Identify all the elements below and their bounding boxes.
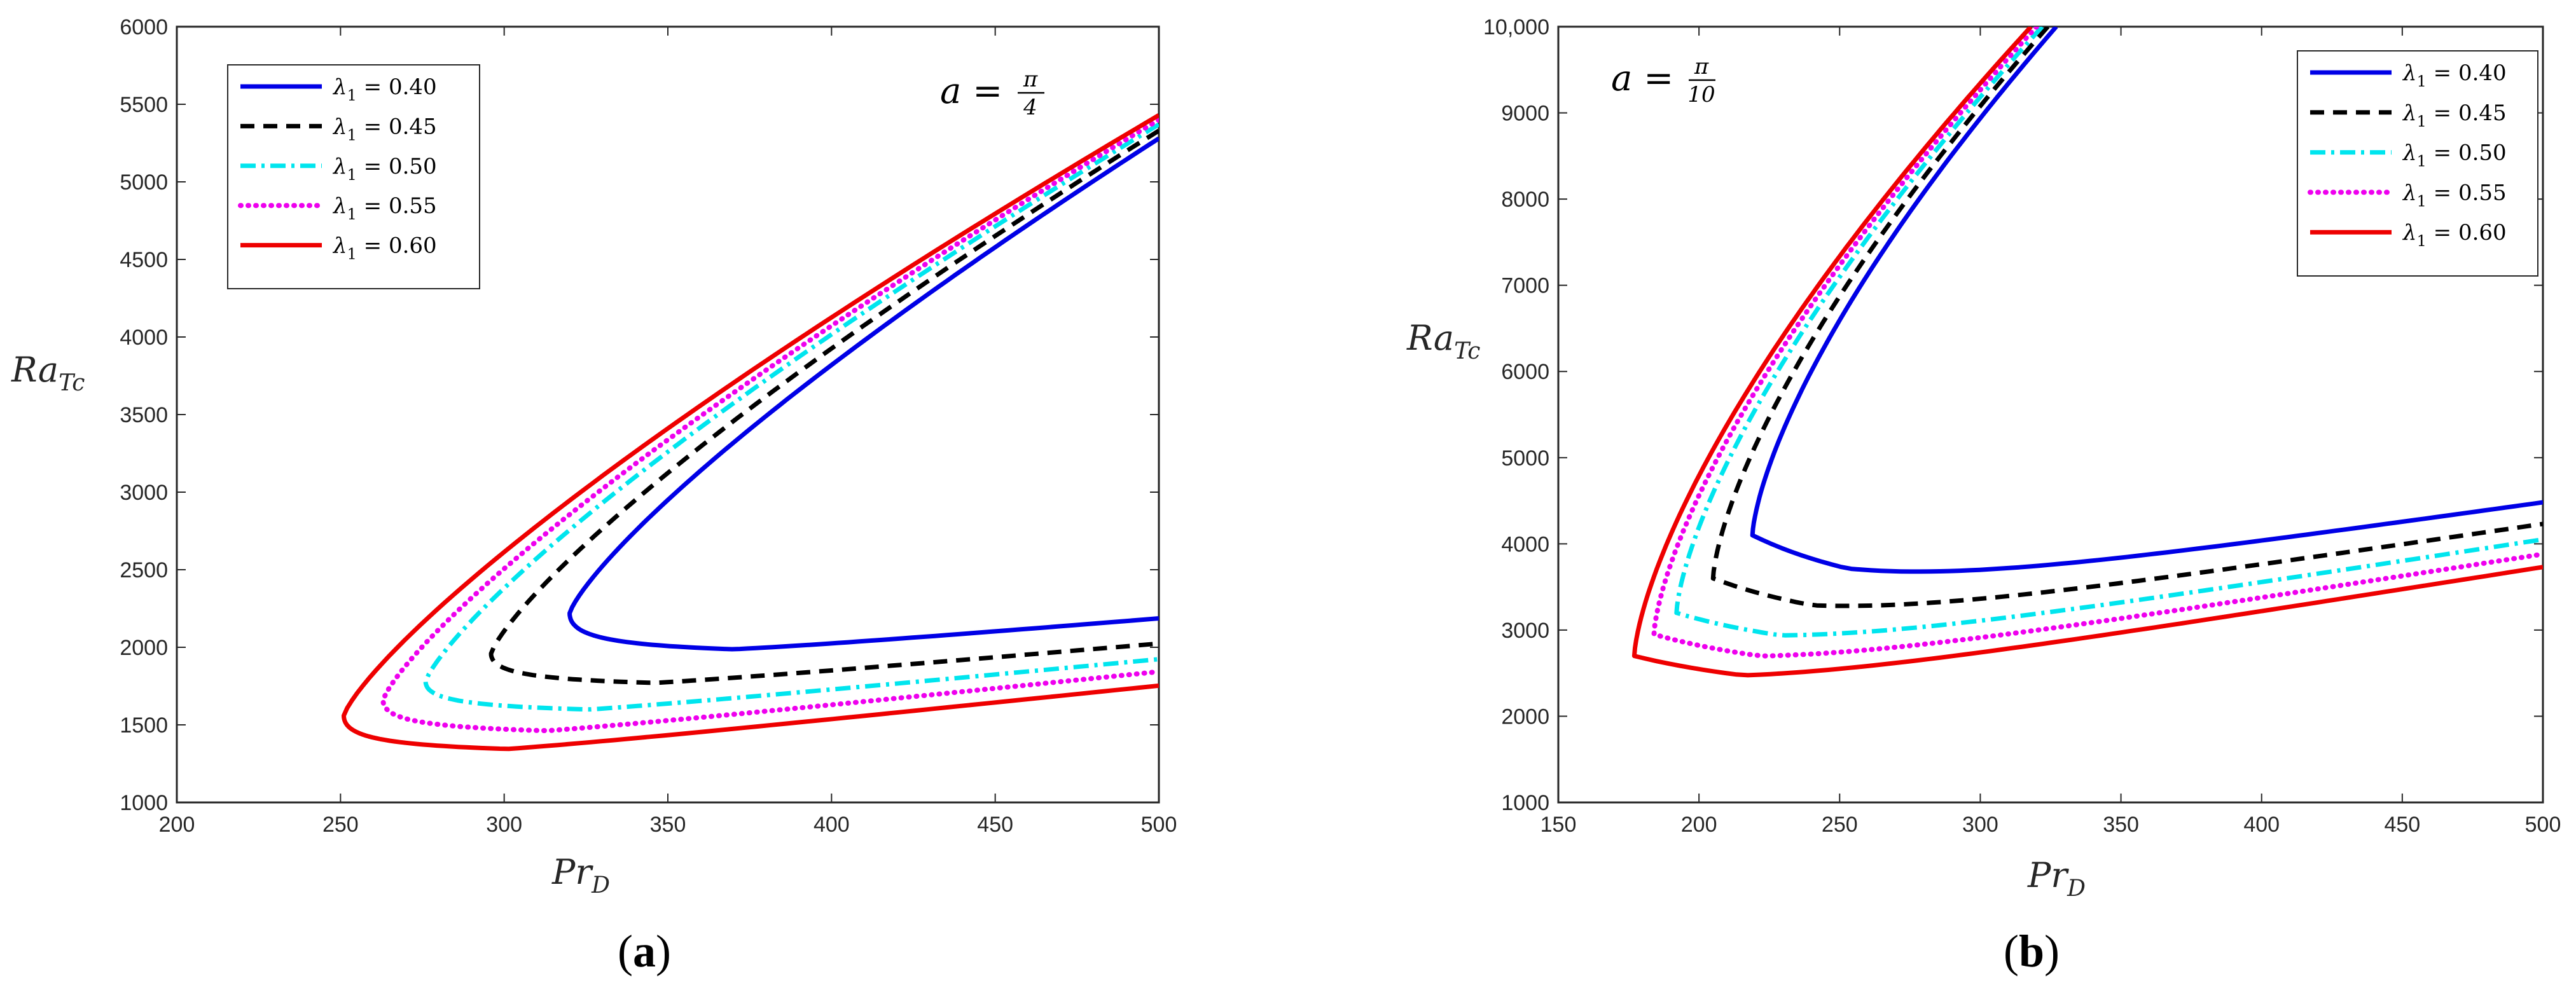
x-tick-label: 200 bbox=[159, 813, 195, 837]
y-tick-label: 5500 bbox=[120, 93, 168, 117]
chart-panel-b: 150 200 250 300 350 400 450 500 1000 2000 3000 400… bbox=[1406, 15, 2561, 977]
y-tick-label: 1000 bbox=[120, 791, 168, 815]
legend-box bbox=[227, 64, 480, 289]
chart-panel-a: 200 250 300 350 400 450 500 1000 1500 2000 2500 30… bbox=[11, 15, 1177, 977]
legend-label: λ1 = 0.40 bbox=[332, 74, 437, 104]
series-line-0.55 bbox=[380, 117, 1159, 733]
x-tick-label: 350 bbox=[2103, 813, 2139, 837]
x-tick-label: 450 bbox=[2384, 813, 2420, 837]
legend-label: λ1 = 0.45 bbox=[332, 114, 437, 144]
y-tick-label: 2500 bbox=[120, 558, 168, 582]
series-line-0.40 bbox=[1750, 27, 2543, 574]
x-tick-label: 300 bbox=[1962, 813, 1998, 837]
x-tick-label: 250 bbox=[322, 813, 359, 837]
series-line-0.55 bbox=[1651, 27, 2543, 659]
x-axis-ticks: 150 200 250 300 350 400 450 500 bbox=[1541, 27, 2561, 837]
series-line-0.60 bbox=[1631, 27, 2543, 678]
annotation-a-equals: a = π 10 bbox=[1611, 54, 1715, 107]
y-tick-label: 1000 bbox=[1501, 791, 1549, 815]
legend-label: λ1 = 0.45 bbox=[2402, 100, 2507, 130]
y-tick-label: 2000 bbox=[1501, 705, 1549, 729]
x-tick-label: 200 bbox=[1681, 813, 1717, 837]
panel-caption: (a) bbox=[618, 926, 671, 977]
y-tick-label: 4500 bbox=[120, 248, 168, 272]
y-tick-label: 10,000 bbox=[1483, 15, 1549, 39]
x-tick-label: 300 bbox=[486, 813, 522, 837]
x-axis-label: PrD bbox=[551, 852, 610, 898]
y-tick-label: 9000 bbox=[1501, 102, 1549, 126]
curves-group bbox=[342, 113, 1159, 752]
series-line-0.60 bbox=[342, 113, 1159, 752]
y-tick-label: 3500 bbox=[120, 403, 168, 427]
x-tick-label: 500 bbox=[1141, 813, 1177, 837]
y-tick-label: 5000 bbox=[120, 170, 168, 195]
legend-label: λ1 = 0.40 bbox=[2402, 60, 2507, 90]
legend: λ1 = 0.40 λ1 = 0.45 λ1 = 0.50 λ1 = 0.55 λ1 =… bbox=[2297, 50, 2538, 277]
y-tick-label: 4000 bbox=[1501, 532, 1549, 556]
legend-label: λ1 = 0.60 bbox=[2402, 220, 2507, 250]
y-tick-label: 6000 bbox=[120, 15, 168, 39]
series-line-0.45 bbox=[488, 128, 1159, 685]
y-tick-label: 5000 bbox=[1501, 446, 1549, 471]
legend-label: λ1 = 0.50 bbox=[2402, 141, 2507, 170]
annotation-numerator: π bbox=[1694, 54, 1709, 79]
y-tick-label: 4000 bbox=[120, 326, 168, 350]
x-axis-label: PrD bbox=[2027, 855, 2086, 902]
y-tick-label: 6000 bbox=[1501, 360, 1549, 384]
y-axis-ticks: 1000 2000 3000 4000 5000 6000 7000 8000 9000 10,0… bbox=[1483, 15, 2543, 815]
x-tick-label: 400 bbox=[2243, 813, 2280, 837]
y-tick-label: 2000 bbox=[120, 636, 168, 660]
x-tick-label: 150 bbox=[1541, 813, 1577, 837]
annotation-lhs: a = bbox=[1611, 58, 1673, 99]
annotation-denominator: 10 bbox=[1687, 82, 1715, 107]
series-line-0.45 bbox=[1710, 27, 2543, 609]
y-tick-label: 8000 bbox=[1501, 188, 1549, 212]
legend-label: λ1 = 0.50 bbox=[332, 154, 437, 184]
y-tick-label: 3000 bbox=[1501, 619, 1549, 643]
legend-label: λ1 = 0.60 bbox=[332, 233, 437, 263]
x-tick-label: 250 bbox=[1822, 813, 1858, 837]
x-tick-label: 400 bbox=[814, 813, 850, 837]
series-line-0.50 bbox=[423, 122, 1159, 712]
x-tick-label: 350 bbox=[650, 813, 686, 837]
x-tick-label: 450 bbox=[977, 813, 1013, 837]
annotation-a-equals: a = π 4 bbox=[940, 67, 1044, 120]
y-tick-label: 3000 bbox=[120, 481, 168, 505]
annotation-denominator: 4 bbox=[1023, 95, 1037, 120]
series-line-0.50 bbox=[1674, 27, 2543, 638]
curves-group bbox=[1631, 27, 2543, 678]
annotation-numerator: π bbox=[1023, 67, 1038, 92]
y-tick-label: 1500 bbox=[120, 713, 168, 738]
y-axis-ticks: 1000 1500 2000 2500 3000 3500 4000 4500 5000 5500… bbox=[120, 15, 1159, 815]
x-axis-ticks: 200 250 300 350 400 450 500 bbox=[159, 27, 1177, 837]
legend-box bbox=[2297, 50, 2538, 277]
legend-label: λ1 = 0.55 bbox=[332, 193, 437, 223]
panel-caption: (b) bbox=[2004, 926, 2060, 977]
series-line-0.40 bbox=[567, 136, 1159, 652]
y-axis-label: RaTc bbox=[11, 350, 85, 396]
legend: λ1 = 0.40 λ1 = 0.45 λ1 = 0.50 λ1 = 0.55 λ1 =… bbox=[227, 64, 480, 289]
y-axis-label: RaTc bbox=[1406, 318, 1480, 364]
annotation-lhs: a = bbox=[940, 71, 1002, 112]
x-tick-label: 500 bbox=[2525, 813, 2561, 837]
legend-label: λ1 = 0.55 bbox=[2402, 180, 2507, 210]
y-tick-label: 7000 bbox=[1501, 274, 1549, 298]
